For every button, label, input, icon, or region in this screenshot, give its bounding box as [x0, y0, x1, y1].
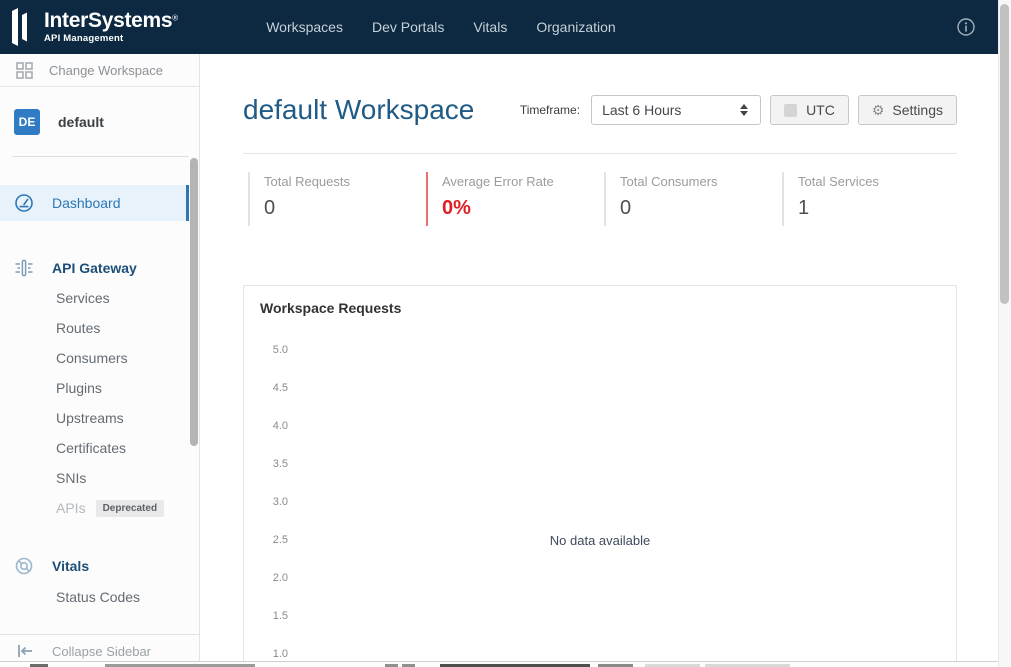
cut-off-content-block	[30, 664, 48, 667]
sidebar-section-vitals[interactable]: Vitals	[0, 550, 189, 582]
deprecated-badge: Deprecated	[95, 499, 165, 517]
y-axis-tick: 5.0	[272, 344, 288, 356]
header-divider	[243, 153, 957, 154]
workspace-avatar: DE	[14, 109, 40, 135]
nav-item-vitals[interactable]: Vitals	[473, 19, 508, 35]
sidebar-section-api-gateway-label: API Gateway	[52, 260, 137, 276]
sidebar-scrollbar[interactable]	[190, 158, 198, 446]
stat-label: Total Requests	[264, 174, 350, 189]
y-axis-tick: 4.0	[272, 420, 288, 432]
timeframe-label: Timeframe:	[519, 103, 581, 117]
cut-off-content-block	[402, 664, 415, 667]
stat-label: Total Services	[798, 174, 879, 189]
sidebar: Change Workspace DE default Dashboard AP…	[0, 54, 200, 667]
brand-registered-mark: ®	[172, 13, 179, 23]
y-axis-tick: 4.5	[272, 382, 288, 394]
stats-row: Total Requests 0 Average Error Rate 0% T…	[248, 172, 960, 226]
sidebar-item-upstreams[interactable]: Upstreams	[56, 410, 124, 426]
info-icon[interactable]	[956, 17, 976, 37]
header-controls: Timeframe: Last 6 Hours UTC ⚙ Settings	[520, 95, 957, 125]
brand-subtitle: API Management	[44, 33, 124, 45]
stat-total-requests: Total Requests 0	[248, 172, 426, 226]
workspace-grid-icon	[16, 61, 33, 79]
stat-average-error-rate: Average Error Rate 0%	[426, 172, 604, 226]
sidebar-section-vitals-label: Vitals	[52, 558, 90, 574]
top-navigation-bar: InterSystems® API Management Workspaces …	[0, 0, 998, 54]
current-workspace[interactable]: DE default	[0, 87, 200, 157]
settings-button[interactable]: ⚙ Settings	[857, 95, 957, 125]
sidebar-item-dashboard-label: Dashboard	[52, 195, 121, 211]
y-axis-tick: 2.0	[272, 572, 288, 584]
workspace-name: default	[58, 114, 104, 130]
sidebar-item-plugins[interactable]: Plugins	[56, 380, 102, 396]
sidebar-item-status-codes[interactable]: Status Codes	[56, 589, 141, 605]
y-axis-tick: 1.0	[272, 648, 288, 660]
stat-value: 0%	[442, 197, 471, 219]
timeframe-select[interactable]: Last 6 Hours	[591, 95, 762, 125]
chart-empty-message: No data available	[549, 533, 651, 548]
chart-title: Workspace Requests	[260, 300, 402, 316]
api-gateway-items: Services Routes Consumers Plugins Upstre…	[0, 283, 189, 523]
workspace-header: default Workspace Timeframe: Last 6 Hour…	[243, 94, 957, 126]
change-workspace-button[interactable]: Change Workspace	[0, 54, 199, 87]
sidebar-item-routes[interactable]: Routes	[56, 320, 101, 336]
page-scrollbar[interactable]	[998, 0, 1011, 667]
brand-text: InterSystems® API Management	[44, 10, 178, 44]
stat-value: 0	[620, 197, 632, 219]
main-content: default Workspace Timeframe: Last 6 Hour…	[200, 54, 998, 667]
nav-item-dev-portals[interactable]: Dev Portals	[371, 19, 445, 35]
vitals-items: Status Codes	[0, 582, 189, 612]
intersystems-logo-icon	[12, 8, 27, 46]
sidebar-item-consumers[interactable]: Consumers	[56, 350, 128, 366]
gear-icon: ⚙	[871, 101, 885, 118]
vitals-donut-icon	[14, 556, 34, 576]
timeframe-selected-value: Last 6 Hours	[602, 102, 682, 118]
cut-off-content-block	[645, 664, 700, 667]
nav-item-workspaces[interactable]: Workspaces	[266, 19, 343, 35]
cut-off-content-block	[440, 664, 590, 667]
collapse-arrow-icon	[16, 643, 34, 659]
sidebar-item-apis[interactable]: APIs Deprecated	[0, 493, 189, 523]
cut-off-content-block	[385, 664, 398, 667]
brand: InterSystems® API Management	[10, 7, 178, 47]
select-updown-icon	[740, 104, 749, 116]
collapse-sidebar-label: Collapse Sidebar	[52, 643, 152, 659]
api-gateway-sliders-icon	[14, 258, 34, 278]
stat-label: Total Consumers	[620, 174, 718, 189]
sidebar-item-snis[interactable]: SNIs	[56, 470, 87, 486]
stat-value: 1	[798, 197, 810, 219]
cut-off-bottom-row	[0, 661, 998, 667]
page-scrollbar-thumb[interactable]	[1000, 4, 1009, 304]
stat-total-services: Total Services 1	[782, 172, 960, 226]
sidebar-section-api-gateway[interactable]: API Gateway	[0, 252, 189, 284]
change-workspace-label: Change Workspace	[49, 62, 163, 78]
sidebar-item-services[interactable]: Services	[56, 290, 110, 306]
utc-toggle-button[interactable]: UTC	[770, 95, 849, 125]
dashboard-gauge-icon	[14, 193, 34, 213]
y-axis-tick: 3.0	[272, 496, 288, 508]
sidebar-item-dashboard[interactable]: Dashboard	[0, 185, 189, 221]
cut-off-content-block	[105, 664, 255, 667]
sidebar-item-apis-label: APIs	[56, 500, 86, 516]
utc-label: UTC	[806, 102, 835, 118]
cut-off-content-block	[598, 664, 633, 667]
y-axis-tick: 2.5	[272, 534, 288, 546]
page-title: default Workspace	[243, 94, 475, 125]
sidebar-item-certificates[interactable]: Certificates	[56, 440, 127, 456]
brand-name: InterSystems	[44, 9, 173, 33]
utc-checkbox[interactable]	[784, 103, 798, 117]
stat-value: 0	[264, 197, 276, 219]
settings-label: Settings	[892, 102, 943, 118]
stat-total-consumers: Total Consumers 0	[604, 172, 782, 226]
workspace-requests-chart: Workspace Requests 5.0 4.5 4.0 3.5 3.0 2…	[243, 285, 957, 667]
cut-off-content-block	[705, 664, 790, 667]
nav-item-organization[interactable]: Organization	[536, 19, 616, 35]
y-axis-tick: 3.5	[272, 458, 288, 470]
y-axis-tick: 1.5	[272, 610, 288, 622]
primary-nav: Workspaces Dev Portals Vitals Organizati…	[266, 19, 616, 35]
stat-label: Average Error Rate	[442, 174, 554, 189]
